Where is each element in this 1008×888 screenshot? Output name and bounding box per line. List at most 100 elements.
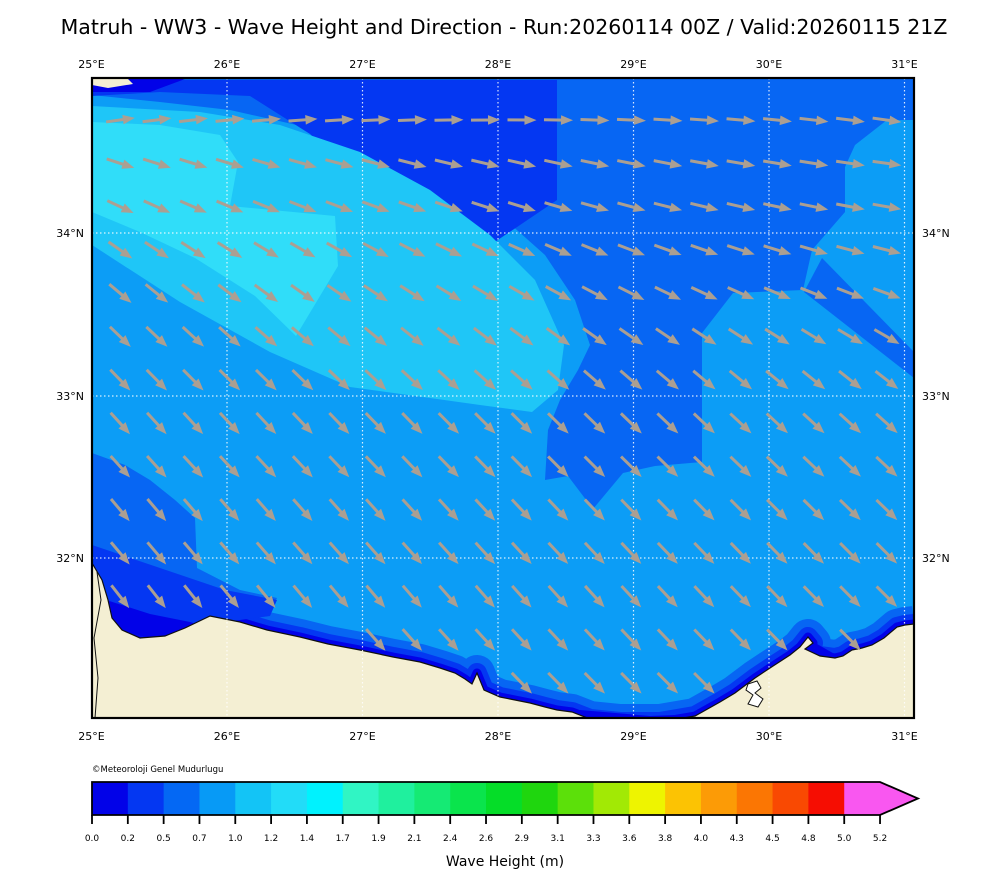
wave-direction-arrow [583,412,606,434]
wave-direction-arrow [618,327,644,346]
colorbar-tick-label: 1.2 [264,834,278,844]
wave-direction-arrow [106,157,135,169]
wave-direction-arrow [108,325,131,347]
wave-direction-arrow [656,498,678,521]
wave-direction-arrow [547,541,569,564]
wave-direction-arrow [547,671,569,694]
wave-direction-arrow [510,628,532,651]
wave-direction-arrow [328,584,349,608]
wave-direction-arrow [436,326,461,346]
wave-direction-arrow [398,242,426,257]
wave-direction-arrow [616,115,646,125]
wave-direction-arrow [655,327,680,345]
colorbar-tick-label: 1.4 [300,834,315,844]
wave-direction-arrow [179,199,207,213]
colorbar-tick-labels: 0.0 0.2 0.5 0.7 1.0 1.2 1.4 1.7 1.9 2.1 2.4 2.6 2.9 3… [85,834,887,844]
wave-direction-arrow [874,369,899,390]
wave-direction-arrow [218,455,240,478]
colorbar-segment [163,782,200,815]
wave-direction-arrow [836,286,865,299]
region-1p2-1p4m-core [92,122,338,336]
wave-direction-arrow [547,584,569,608]
colorbar-segment [486,782,523,815]
wave-direction-arrow [508,242,536,257]
wave-direction-arrow [620,628,642,651]
wave-direction-arrow [546,369,570,390]
wave-direction-arrow [107,240,133,259]
wave-direction-arrow [692,455,715,477]
wave-direction-arrow [474,628,496,651]
wave-direction-arrow [510,455,533,478]
wave-direction-arrow [400,369,423,391]
wave-direction-arrow [434,200,463,213]
wave-direction-arrow [361,158,391,169]
wave-direction-arrow [289,241,316,258]
colorbar-tick-label: 2.6 [479,834,494,844]
wave-direction-arrow [619,369,643,390]
wave-direction-arrow [656,412,679,434]
wave-direction-arrow [472,326,497,346]
colorbar-segment [700,782,738,815]
wave-direction-arrow [291,455,313,478]
wave-direction-arrow [142,114,172,125]
wave-direction-arrow [872,287,901,299]
wave-direction-arrow [290,326,314,347]
wave-direction-arrow [617,243,646,256]
wave-direction-arrow [729,412,752,434]
wave-direction-arrow [398,158,427,169]
wave-direction-arrow [145,411,167,435]
wave-direction-arrow [620,541,642,564]
colorbar-tick-label: 0.7 [192,834,206,844]
wave-direction-arrow [763,244,792,256]
wave-direction-arrow [839,628,861,651]
wave-direction-arrow [839,585,861,607]
wave-direction-arrow [435,284,462,302]
wave-direction-arrow [291,411,313,434]
top-longitude-labels: 25°E 26°E 27°E 28°E 29°E 30°E 31°E [78,58,917,71]
wave-direction-arrow [509,326,534,346]
colorbar-segment [772,782,809,815]
colorbar-axis-label: Wave Height (m) [446,854,564,870]
wave-direction-arrow [181,283,205,303]
wave-direction-arrow [255,498,276,522]
wave-direction-arrow [510,369,533,390]
wave-direction-arrow [326,241,353,258]
wave-direction-arrow [474,498,496,521]
colorbar-outline [91,781,921,816]
lon-label: 25°E [78,730,104,743]
wave-direction-arrow [875,412,898,434]
wave-direction-arrow [656,628,678,651]
colorbar-overflow-arrow [880,782,918,815]
wave-direction-arrow [365,498,386,521]
wave-direction-arrow [762,202,792,212]
colorbar-segments [92,782,918,815]
wave-direction-arrow [328,498,349,521]
wave-direction-arrow [324,115,354,125]
colorbar-segment [557,782,594,815]
wave-direction-arrow [146,498,167,522]
wave-direction-arrow [401,455,423,478]
wave-direction-arrow [656,671,679,694]
wave-direction-arrow [547,498,569,521]
wave-direction-arrow [837,328,863,345]
wave-direction-arrow [763,286,791,300]
lon-label: 30°E [756,58,782,71]
wave-direction-arrow [690,285,718,300]
wave-direction-arrow [835,158,865,169]
colorbar-tick-label: 0.5 [156,834,170,844]
wave-direction-arrow [183,584,203,609]
wave-direction-arrow [656,455,679,477]
wave-direction-arrow [653,159,683,169]
wave-direction-arrow [580,158,610,169]
wave-direction-arrow [583,584,605,608]
wave-direction-arrow [437,498,459,521]
colorbar-segment [521,782,559,815]
wave-direction-arrow [838,455,861,477]
region-0p5-0p7m-north [92,78,914,509]
wave-direction-arrow [364,411,386,434]
wave-direction-arrow [583,671,606,694]
wave-direction-arrow [872,245,902,256]
region-0-0p2m-bottom [580,710,700,718]
map-frame [90,76,916,720]
wave-direction-arrow [544,243,572,256]
